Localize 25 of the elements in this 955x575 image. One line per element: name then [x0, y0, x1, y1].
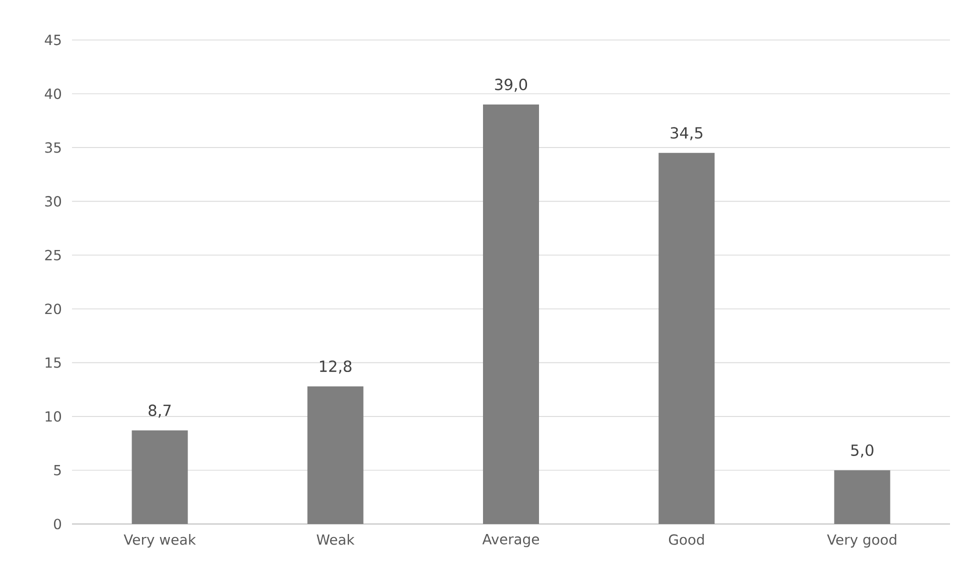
- y-tick-label: 25: [45, 250, 61, 260]
- bar: [834, 470, 890, 524]
- y-tick-label: 35: [45, 142, 61, 153]
- data-label: 12,8: [320, 360, 352, 374]
- y-tick-label: 40: [44, 88, 62, 100]
- data-label: 39,0: [495, 78, 528, 92]
- data-label: 5,0: [851, 444, 874, 458]
- y-tick-label: 30: [45, 196, 62, 207]
- y-tick-label: 10: [46, 411, 62, 422]
- x-tick-label: Good: [668, 534, 704, 545]
- y-tick-label: 5: [54, 465, 61, 476]
- y-tick-label: 0: [54, 518, 62, 530]
- y-tick-label: 15: [46, 357, 61, 368]
- y-tick-label: 20: [45, 304, 62, 314]
- bar: [483, 104, 540, 524]
- x-tick-label: Weak: [316, 534, 355, 545]
- bar: [307, 386, 364, 524]
- x-tick-label: Very good: [827, 534, 896, 548]
- data-label: 34,5: [670, 127, 702, 140]
- y-tick-label: 45: [44, 34, 61, 46]
- bar: [658, 152, 715, 524]
- x-tick-label: Very weak: [124, 534, 196, 548]
- bar: [132, 430, 188, 524]
- data-label: 8,7: [148, 404, 171, 418]
- x-tick-label: Average: [482, 534, 540, 548]
